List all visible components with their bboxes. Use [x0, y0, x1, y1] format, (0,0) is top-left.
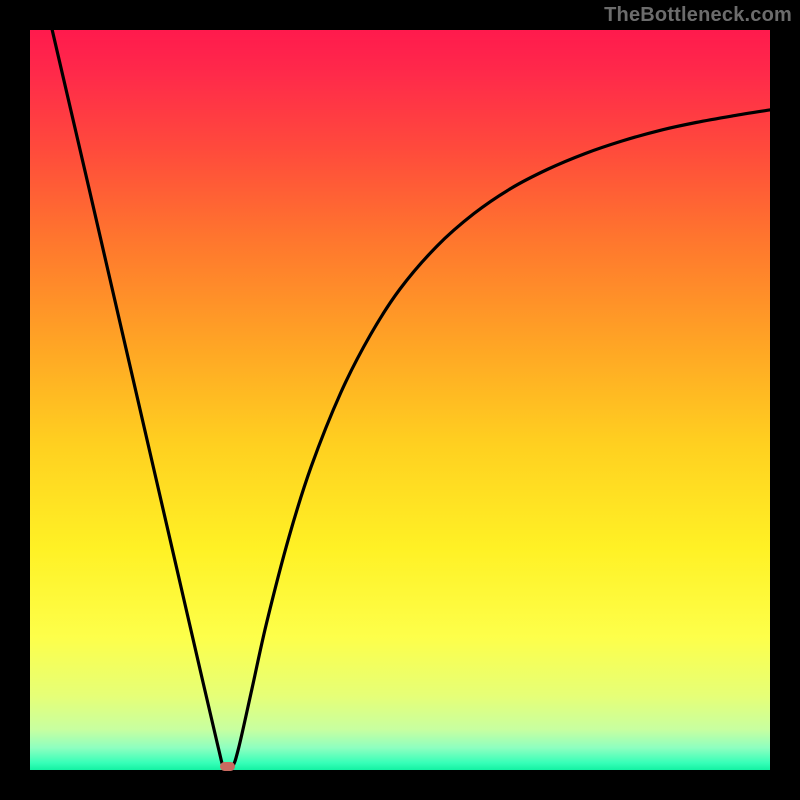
- optimum-marker: [220, 762, 235, 771]
- bottleneck-curve: [30, 30, 770, 770]
- watermark-text: TheBottleneck.com: [604, 4, 792, 27]
- curve-path: [52, 30, 770, 770]
